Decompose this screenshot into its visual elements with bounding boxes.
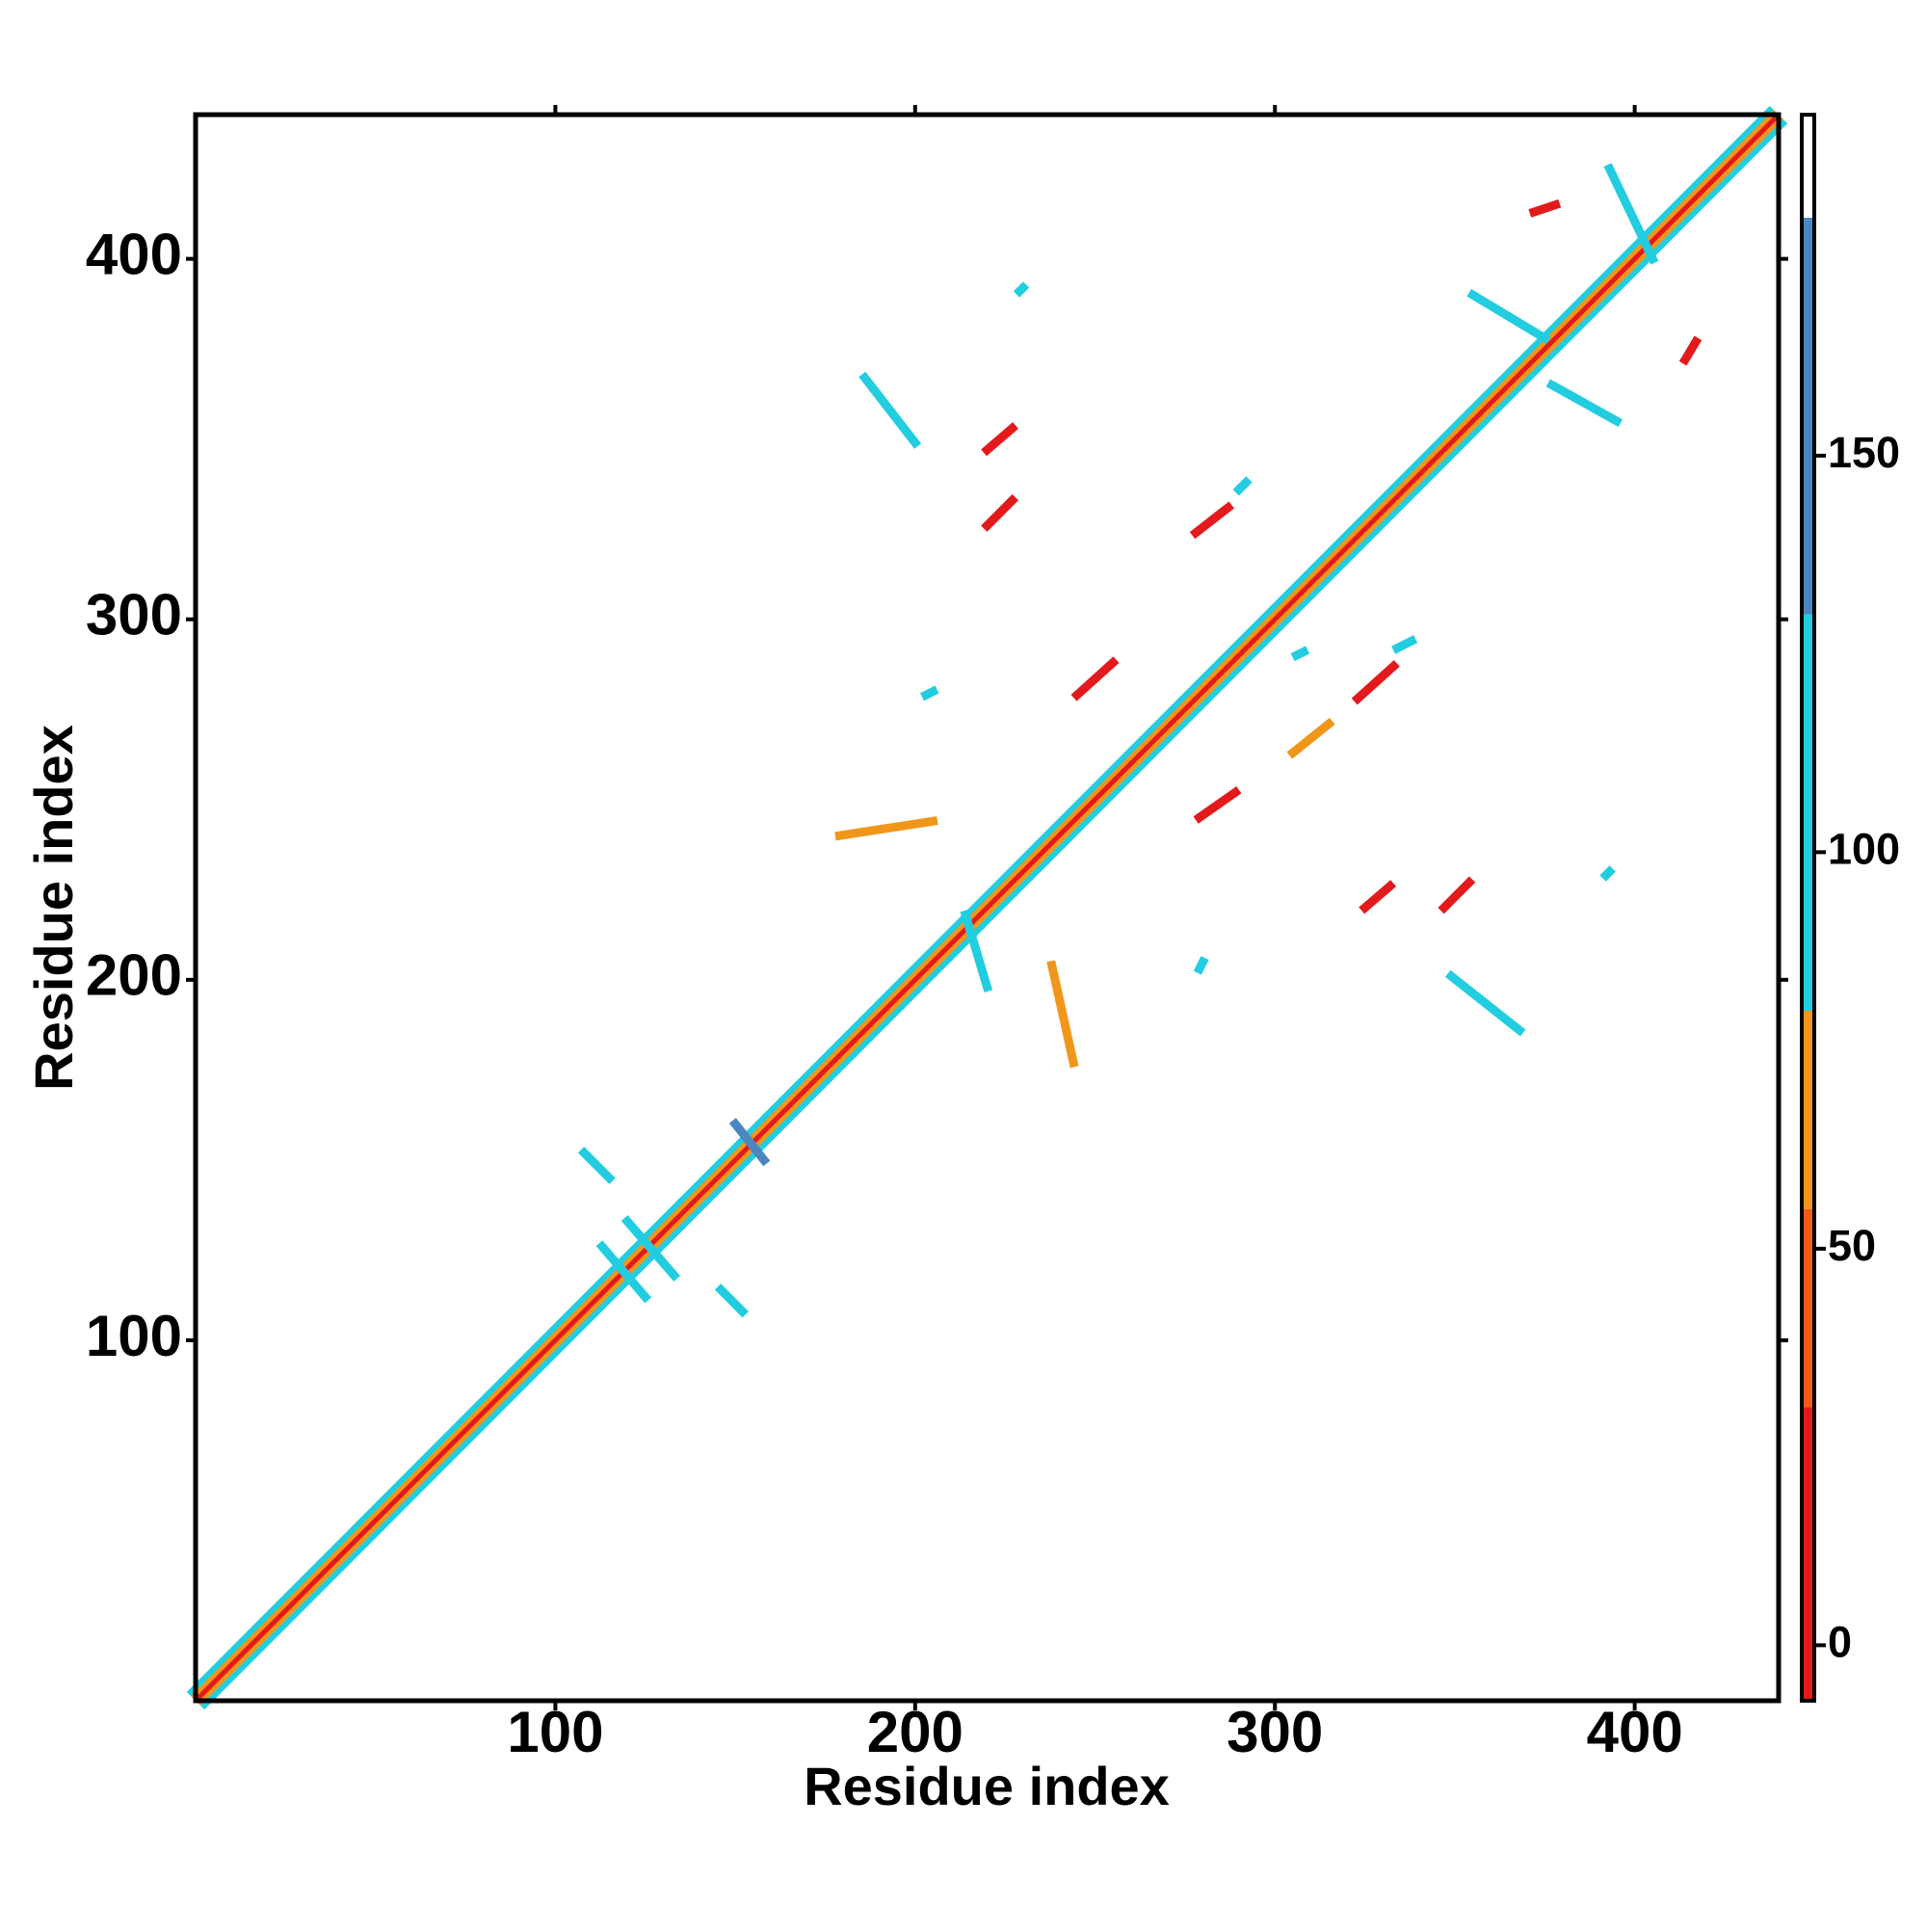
- colorbar-band: [1802, 614, 1814, 1011]
- x-axis-title: Residue index: [804, 1756, 1170, 1816]
- contact: [1444, 969, 1526, 1037]
- y-tick-label: 100: [86, 1304, 182, 1368]
- y-axis-title: Residue index: [23, 725, 84, 1091]
- plot-frame: [193, 112, 1782, 1704]
- colorbar-band: [1802, 1208, 1814, 1408]
- contact: [595, 1240, 652, 1304]
- contact: [1232, 476, 1253, 496]
- colorbar-band: [1802, 217, 1814, 615]
- contact: [919, 685, 939, 701]
- contact: [1046, 960, 1079, 1069]
- contact: [620, 1215, 680, 1282]
- contact: [1193, 956, 1209, 975]
- contact: [1189, 501, 1234, 540]
- y-tick-label: 200: [86, 943, 182, 1008]
- contact: [577, 1147, 616, 1184]
- contact: [1013, 281, 1030, 298]
- contact: [1359, 880, 1397, 914]
- x-tick-label: 300: [1227, 1700, 1323, 1764]
- x-tick-label: 400: [1587, 1700, 1683, 1764]
- contact: [834, 816, 938, 841]
- colorbar-tick-label: 150: [1828, 428, 1900, 477]
- contact: [1070, 656, 1120, 701]
- diagonal-band: [194, 113, 1781, 1703]
- colorbar-band: [1802, 1010, 1814, 1209]
- colorbar-tick-label: 100: [1828, 824, 1900, 873]
- colorbar-tick-label: 50: [1828, 1221, 1876, 1270]
- colorbar-tick-label: 0: [1828, 1617, 1852, 1666]
- y-tick-label: 300: [86, 583, 182, 648]
- contact: [714, 1284, 749, 1318]
- contact: [981, 422, 1018, 457]
- contact: [1678, 335, 1703, 366]
- colorbar-frame: [1800, 113, 1816, 1703]
- contact: [1391, 635, 1418, 654]
- colorbar-band: [1802, 115, 1814, 218]
- contact: [1528, 198, 1562, 218]
- contact: [1438, 876, 1476, 914]
- contact: [728, 1118, 771, 1167]
- contact: [1545, 379, 1623, 428]
- contact: [1599, 865, 1616, 882]
- contact: [1193, 786, 1242, 824]
- contact: [1466, 288, 1551, 345]
- contact: [1286, 717, 1335, 759]
- y-tick-label: 400: [86, 222, 182, 286]
- x-tick-label: 100: [507, 1700, 603, 1764]
- cells: [186, 105, 1788, 1710]
- contact: [1603, 163, 1659, 265]
- contact: [981, 493, 1019, 532]
- contact: [960, 909, 993, 992]
- colorbar-band: [1802, 1407, 1814, 1701]
- contact: [858, 371, 922, 449]
- x-tick-label: 200: [867, 1700, 964, 1764]
- contact: [1290, 646, 1310, 662]
- contact: [1351, 660, 1400, 705]
